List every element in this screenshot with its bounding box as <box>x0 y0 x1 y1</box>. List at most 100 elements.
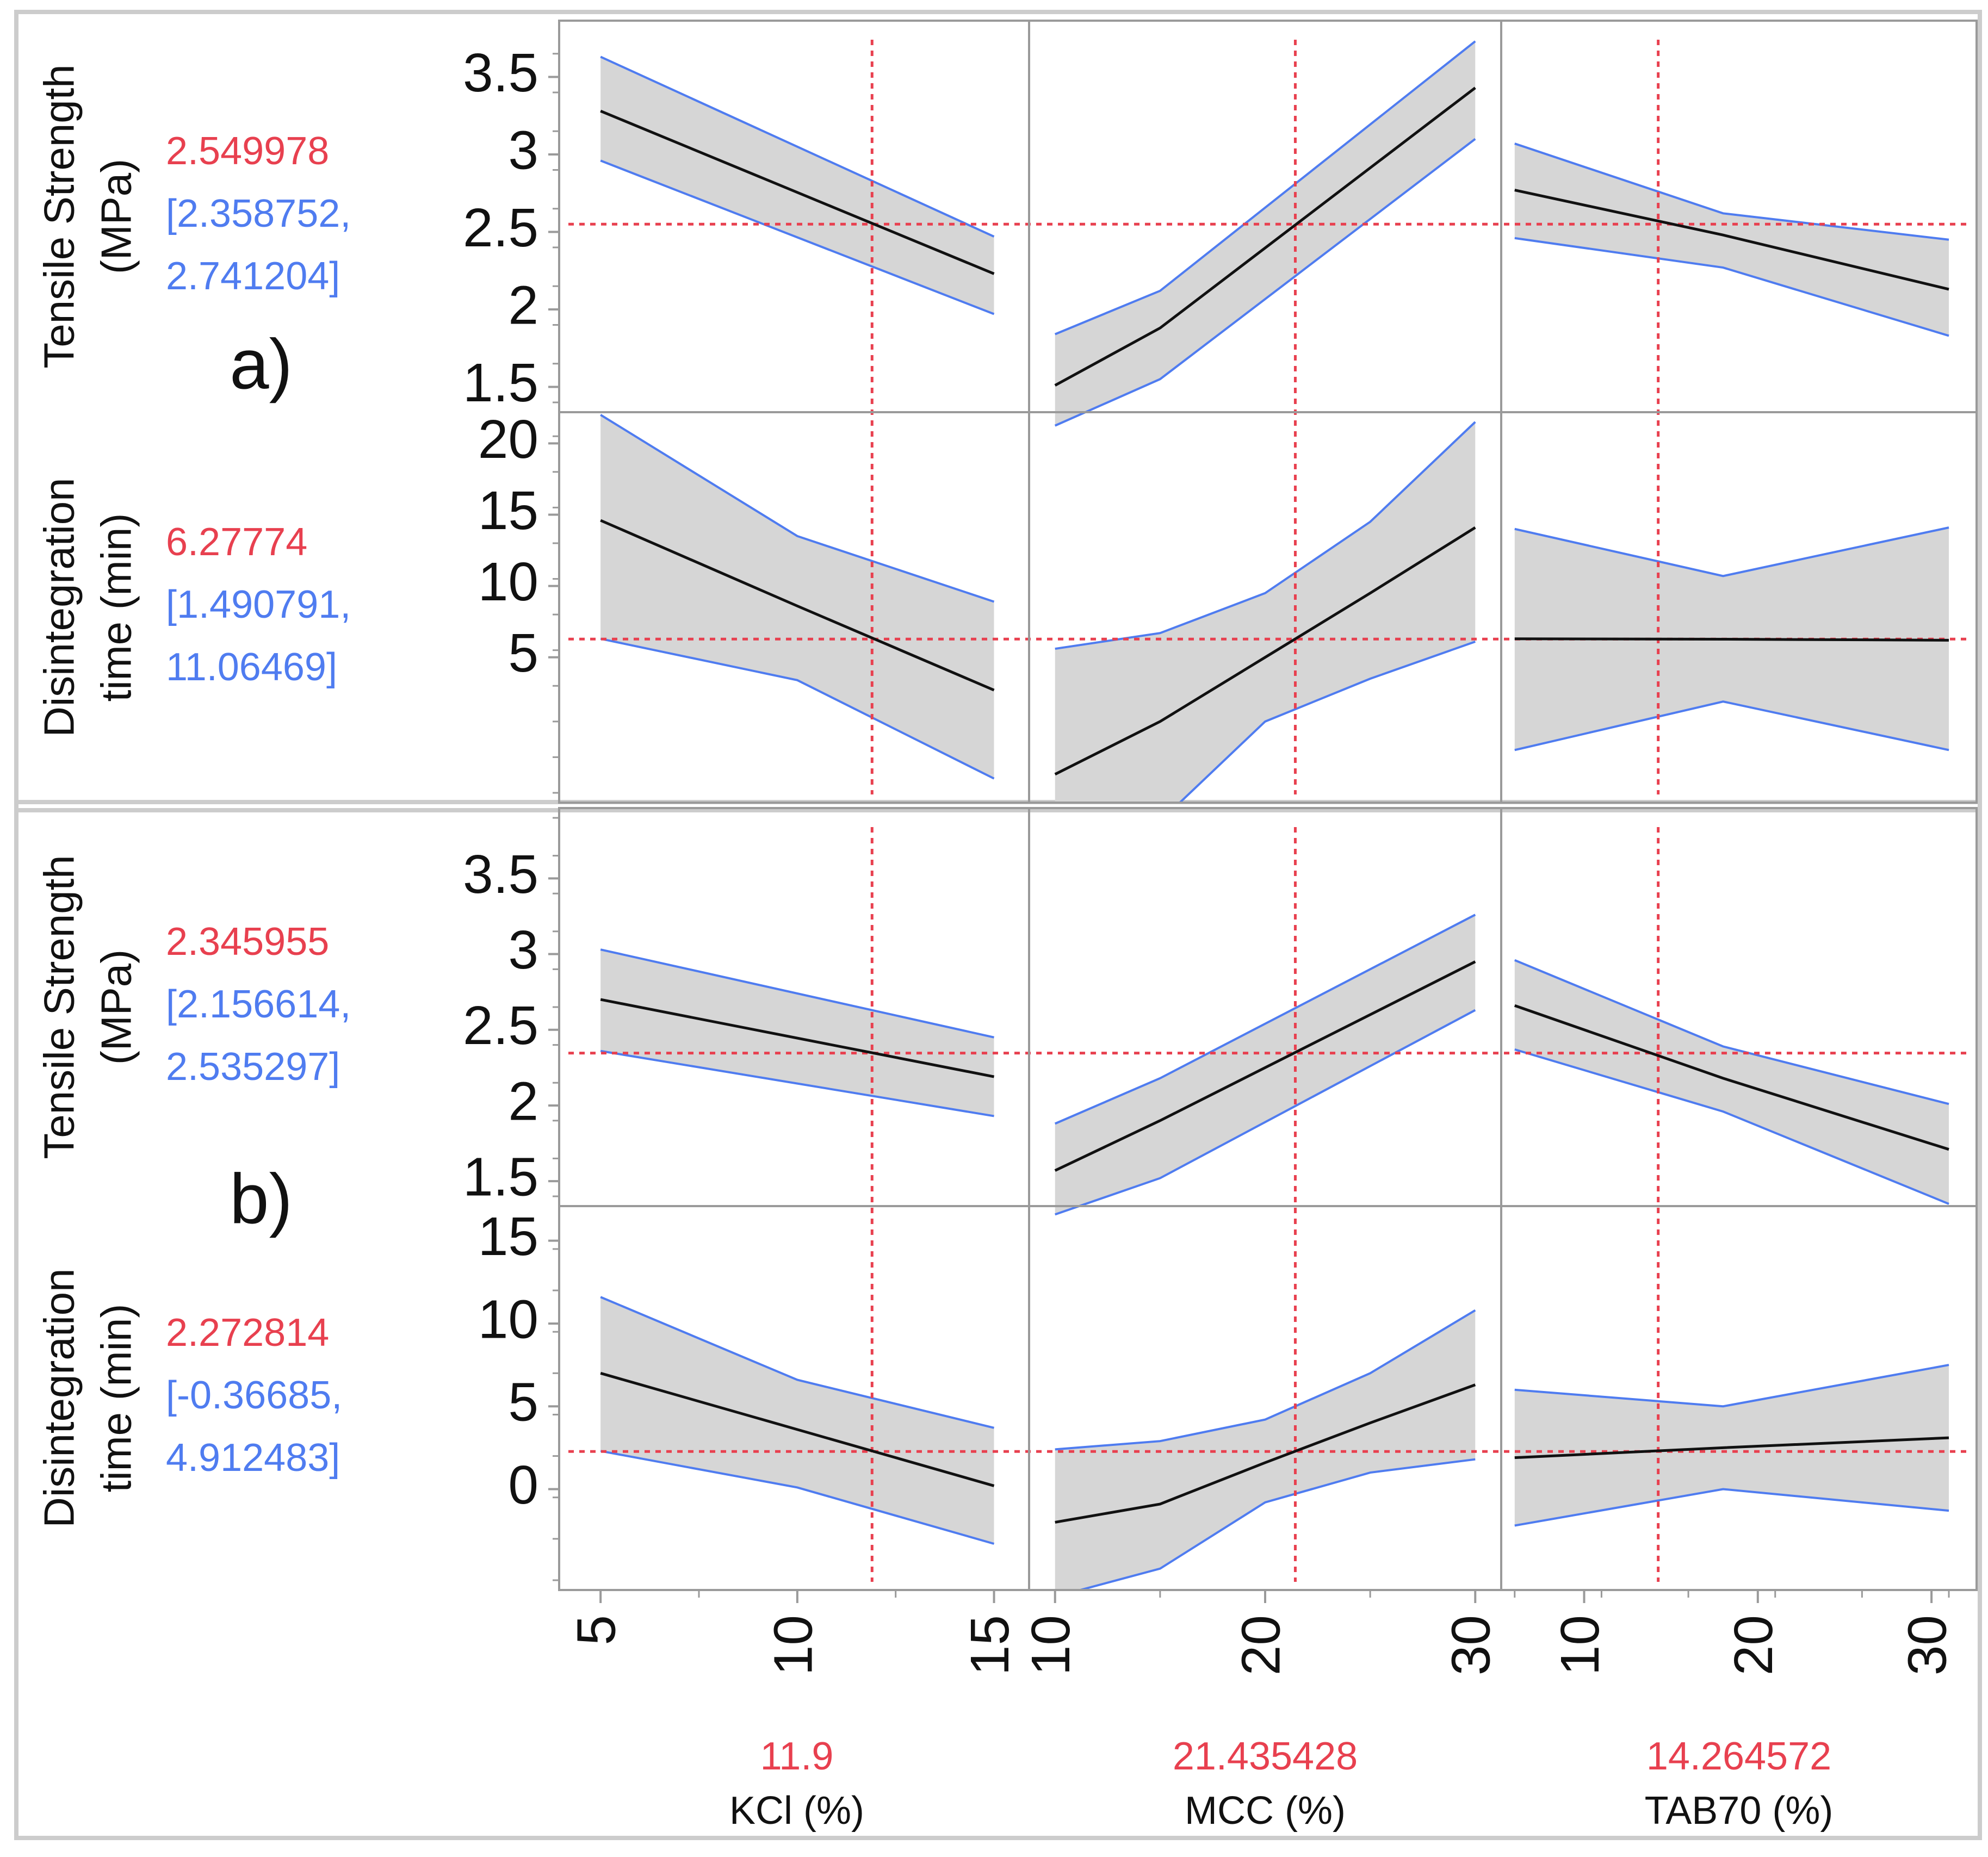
response-name-line: Disintegration <box>35 1269 83 1528</box>
prediction-curve <box>1514 1436 1949 1459</box>
y-tick-label: 5 <box>508 623 538 684</box>
response-name: Disintegration time (min) <box>35 1269 140 1528</box>
x-tick-label: 10 <box>763 1615 823 1675</box>
panel-label: b) <box>230 1159 293 1238</box>
panel-label: a) <box>230 324 293 403</box>
x-tick-label: 20 <box>1723 1615 1784 1675</box>
upper-confidence-curve <box>1054 40 1476 336</box>
lower-confidence-curve <box>1055 1009 1476 1216</box>
upper-confidence-curve <box>600 1296 995 1429</box>
x-tick-label: 30 <box>1897 1615 1958 1675</box>
lower-confidence-curve <box>600 637 995 780</box>
x-tick-label-group: 10 <box>1550 1615 1611 1675</box>
confidence-interval-lower: [2.358752, <box>166 192 351 235</box>
lower-confidence-curve <box>600 1049 994 1117</box>
lower-confidence-curve <box>1054 138 1476 427</box>
y-tick-label: 1.5 <box>463 352 538 413</box>
panel-reference-lines <box>568 827 1969 1582</box>
response-name-line: (MPa) <box>92 159 140 274</box>
response-name-line: Tensile Strength <box>35 855 83 1159</box>
panel-curves <box>600 960 1949 1524</box>
prediction-curve <box>1514 637 1949 642</box>
upper-confidence-curve <box>1514 959 1949 1105</box>
x-tick-label-group: 15 <box>959 1615 1020 1675</box>
lower-confidence-curve <box>1514 1488 1949 1527</box>
response-name-line: Tensile Strength <box>35 64 83 368</box>
prediction-curve <box>1054 86 1476 387</box>
lower-confidence-curve <box>1514 237 1949 337</box>
response-name: Tensile Strength (MPa) <box>35 855 140 1159</box>
confidence-interval-lower: [-0.36685, <box>166 1374 342 1417</box>
x-tick-label-group: 5 <box>566 1615 627 1645</box>
x-tick-label-group: 20 <box>1230 1615 1291 1675</box>
y-tick-label: 5 <box>508 1372 538 1433</box>
lower-confidence-curve <box>600 1450 995 1545</box>
prediction-curve <box>600 519 995 692</box>
confidence-band <box>600 949 994 1116</box>
lower-confidence-curve <box>1178 641 1476 803</box>
upper-confidence-curve <box>600 55 995 238</box>
response-name: Tensile Strength (MPa) <box>35 64 140 368</box>
upper-confidence-curve <box>1514 142 1949 241</box>
plot-grid-frame <box>558 807 1978 1591</box>
confidence-band <box>1055 915 1476 1215</box>
y-tick-label: 3.5 <box>463 42 538 103</box>
prediction-curve <box>1514 189 1949 291</box>
x-tick-label: 10 <box>1020 1615 1081 1675</box>
factor-name: KCl (%) <box>729 1789 864 1833</box>
confidence-band <box>1055 422 1476 803</box>
y-tick-label: 20 <box>478 409 538 470</box>
upper-confidence-curve <box>600 414 995 603</box>
predicted-value: 2.272814 <box>166 1311 329 1355</box>
prediction-curve <box>600 1371 995 1487</box>
predicted-value: 6.27774 <box>166 520 307 564</box>
x-tick-label: 20 <box>1230 1615 1291 1675</box>
predicted-value: 2.345955 <box>166 920 329 964</box>
factor-current-value: 21.435428 <box>1173 1735 1358 1778</box>
prediction-curve <box>1054 960 1476 1172</box>
panel-bands <box>600 914 1949 1590</box>
upper-confidence-curve <box>600 948 994 1039</box>
panel-a-frame <box>14 10 1982 812</box>
y-tick-label: 1.5 <box>463 1147 538 1208</box>
prediction-curve <box>600 109 995 275</box>
response-name-line: (MPa) <box>92 949 140 1065</box>
confidence-band <box>600 414 994 779</box>
panel-curves <box>600 86 1949 776</box>
factor-current-value: 11.9 <box>760 1735 834 1778</box>
y-tick-label: 10 <box>478 1289 538 1350</box>
confidence-band <box>1514 144 1949 336</box>
x-tick-label-group: 10 <box>1020 1615 1081 1675</box>
x-tick-label: 15 <box>959 1615 1020 1675</box>
x-tick-label: 5 <box>566 1615 627 1645</box>
y-tick-label: 2.5 <box>463 995 538 1056</box>
confidence-band <box>600 57 994 314</box>
lower-confidence-curve <box>1076 1458 1476 1590</box>
x-tick-label-group: 20 <box>1723 1615 1784 1675</box>
predicted-value: 2.549978 <box>166 129 329 173</box>
factor-name: MCC (%) <box>1185 1789 1346 1833</box>
response-name-line: Disintegration <box>35 478 83 737</box>
y-tick-label: 0 <box>508 1455 538 1516</box>
lower-confidence-curve <box>1514 1048 1949 1205</box>
prediction-curve <box>600 998 995 1078</box>
prediction-curve <box>1514 1004 1949 1151</box>
lower-confidence-curve <box>600 159 995 315</box>
factor-name: TAB70 (%) <box>1645 1789 1834 1833</box>
upper-confidence-curve <box>1054 914 1476 1125</box>
y-tick-label: 2.5 <box>463 197 538 258</box>
confidence-band <box>1055 1310 1476 1590</box>
y-tick-label: 2 <box>508 275 538 336</box>
confidence-interval-lower: [1.490791, <box>166 583 351 626</box>
response-name-line: time (min) <box>92 513 140 702</box>
x-tick-label-group: 30 <box>1897 1615 1958 1675</box>
factor-current-value: 14.264572 <box>1646 1735 1831 1778</box>
confidence-interval-upper: 2.535297] <box>166 1045 340 1089</box>
prediction-curve <box>1054 526 1476 776</box>
y-tick-label: 3 <box>508 120 538 181</box>
confidence-band <box>1514 1365 1949 1526</box>
confidence-interval-upper: 4.912483] <box>166 1436 340 1480</box>
y-tick-label: 3 <box>508 920 538 980</box>
confidence-interval-upper: 11.06469] <box>166 645 337 689</box>
